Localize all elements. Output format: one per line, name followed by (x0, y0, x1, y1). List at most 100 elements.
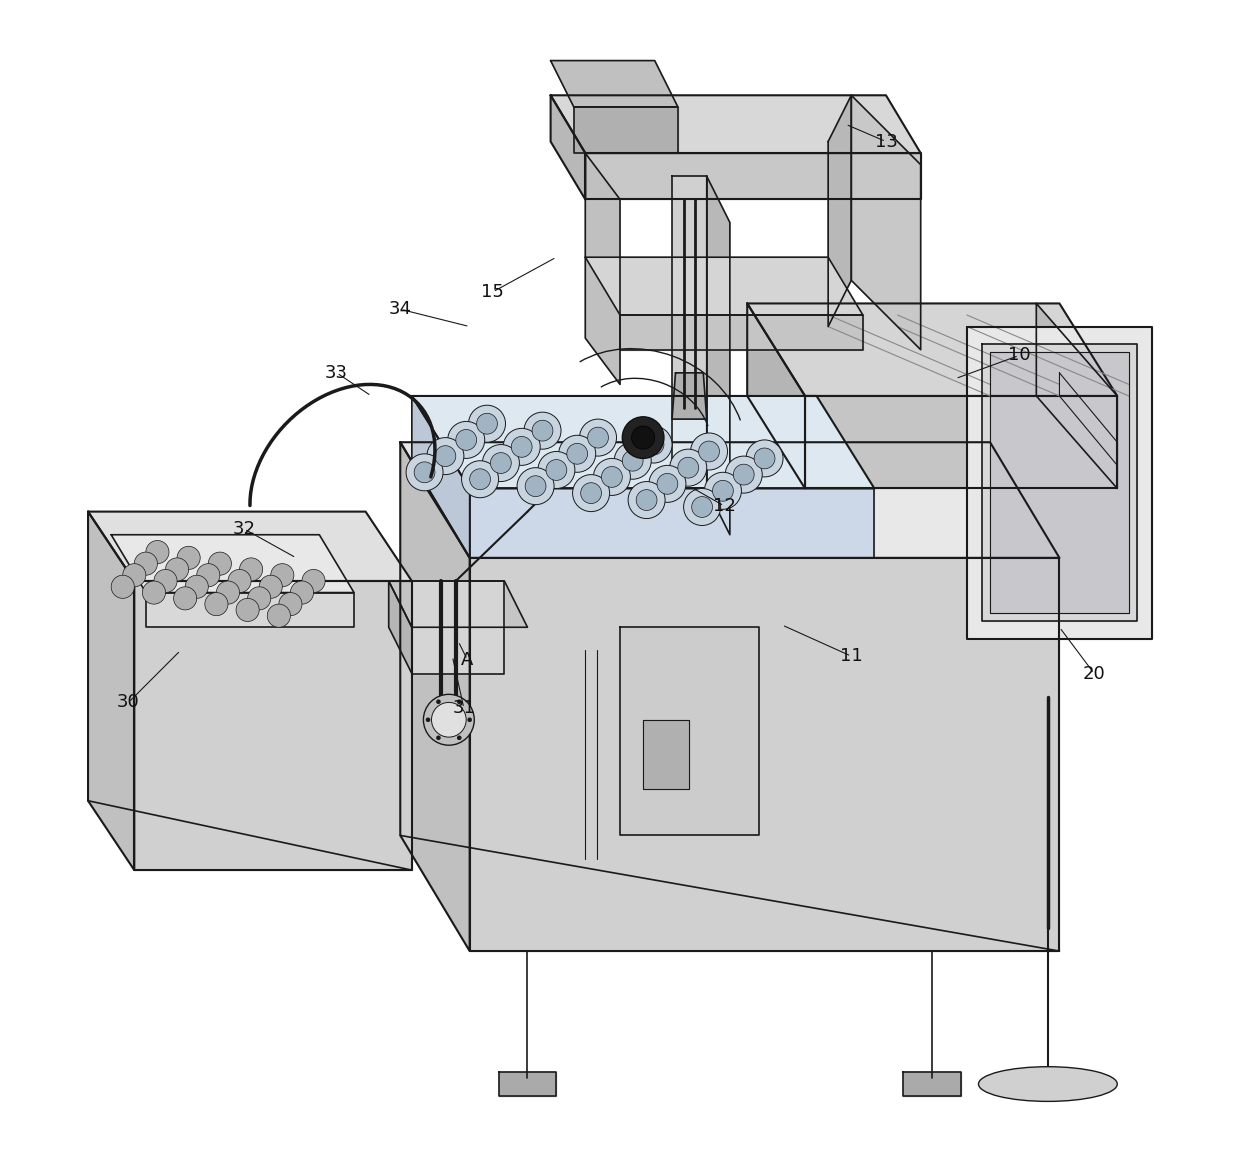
Circle shape (491, 453, 511, 473)
Polygon shape (134, 581, 412, 870)
Polygon shape (828, 95, 852, 327)
Polygon shape (852, 95, 920, 350)
Circle shape (236, 598, 259, 622)
Polygon shape (967, 327, 1152, 639)
Circle shape (692, 496, 713, 517)
Circle shape (644, 435, 663, 456)
Circle shape (526, 475, 546, 496)
Circle shape (303, 569, 325, 593)
Polygon shape (470, 488, 874, 558)
Circle shape (425, 717, 430, 722)
Circle shape (174, 587, 197, 610)
Circle shape (629, 481, 665, 518)
Polygon shape (748, 303, 805, 488)
Polygon shape (551, 95, 920, 153)
Text: 13: 13 (874, 132, 898, 151)
Circle shape (725, 457, 763, 493)
Polygon shape (401, 443, 1059, 558)
Polygon shape (146, 593, 353, 627)
Polygon shape (805, 396, 1117, 488)
Text: 15: 15 (481, 282, 505, 301)
Polygon shape (585, 153, 620, 385)
Circle shape (154, 569, 177, 593)
Circle shape (580, 482, 601, 503)
Polygon shape (982, 344, 1137, 622)
Circle shape (427, 438, 464, 474)
Polygon shape (88, 511, 134, 870)
Circle shape (649, 465, 686, 502)
Circle shape (476, 414, 497, 435)
Polygon shape (470, 558, 1059, 951)
Circle shape (754, 449, 775, 468)
Circle shape (456, 430, 476, 451)
Circle shape (432, 702, 466, 737)
Text: 12: 12 (713, 497, 735, 515)
Circle shape (683, 488, 720, 525)
Circle shape (268, 604, 290, 627)
Circle shape (458, 736, 461, 740)
Circle shape (228, 569, 250, 593)
Circle shape (461, 460, 498, 497)
Circle shape (588, 428, 609, 449)
Circle shape (185, 575, 208, 598)
Circle shape (405, 454, 443, 490)
Polygon shape (707, 177, 730, 535)
Polygon shape (388, 581, 527, 627)
Circle shape (546, 460, 567, 480)
Polygon shape (574, 107, 678, 153)
Circle shape (448, 422, 485, 459)
Circle shape (197, 564, 219, 587)
Circle shape (670, 450, 707, 486)
Circle shape (636, 489, 657, 510)
Circle shape (532, 421, 553, 442)
Polygon shape (620, 315, 863, 350)
Circle shape (177, 546, 200, 569)
Text: 32: 32 (233, 519, 255, 538)
Polygon shape (672, 373, 707, 419)
Circle shape (470, 468, 491, 489)
Circle shape (704, 472, 742, 509)
Circle shape (733, 464, 754, 485)
Circle shape (436, 736, 440, 740)
Ellipse shape (978, 1067, 1117, 1102)
Circle shape (511, 437, 532, 458)
Circle shape (657, 473, 678, 494)
Circle shape (423, 695, 474, 745)
Circle shape (503, 429, 541, 465)
Polygon shape (412, 396, 470, 558)
Circle shape (698, 442, 719, 461)
Circle shape (559, 436, 595, 472)
Circle shape (270, 564, 294, 587)
Circle shape (112, 575, 134, 598)
Text: 11: 11 (839, 647, 863, 665)
Circle shape (458, 700, 461, 704)
Circle shape (579, 419, 616, 457)
Polygon shape (585, 153, 920, 200)
Circle shape (631, 426, 655, 450)
Circle shape (217, 581, 239, 604)
Circle shape (143, 581, 165, 604)
Polygon shape (620, 627, 759, 835)
Polygon shape (498, 1073, 557, 1096)
Polygon shape (412, 396, 874, 488)
Text: 10: 10 (1008, 346, 1030, 365)
Circle shape (414, 461, 435, 482)
Circle shape (279, 593, 303, 616)
Text: 30: 30 (117, 694, 140, 711)
Circle shape (482, 445, 520, 481)
Polygon shape (401, 443, 470, 951)
Circle shape (538, 452, 575, 488)
Circle shape (678, 458, 698, 478)
Circle shape (622, 451, 644, 471)
Circle shape (713, 480, 733, 501)
Circle shape (208, 552, 232, 575)
Text: 33: 33 (325, 364, 348, 382)
Circle shape (573, 474, 610, 511)
Text: 34: 34 (389, 300, 412, 318)
Circle shape (259, 575, 283, 598)
Polygon shape (1059, 373, 1117, 465)
Circle shape (123, 564, 146, 587)
Circle shape (165, 558, 188, 581)
Circle shape (248, 587, 270, 610)
Circle shape (436, 700, 440, 704)
